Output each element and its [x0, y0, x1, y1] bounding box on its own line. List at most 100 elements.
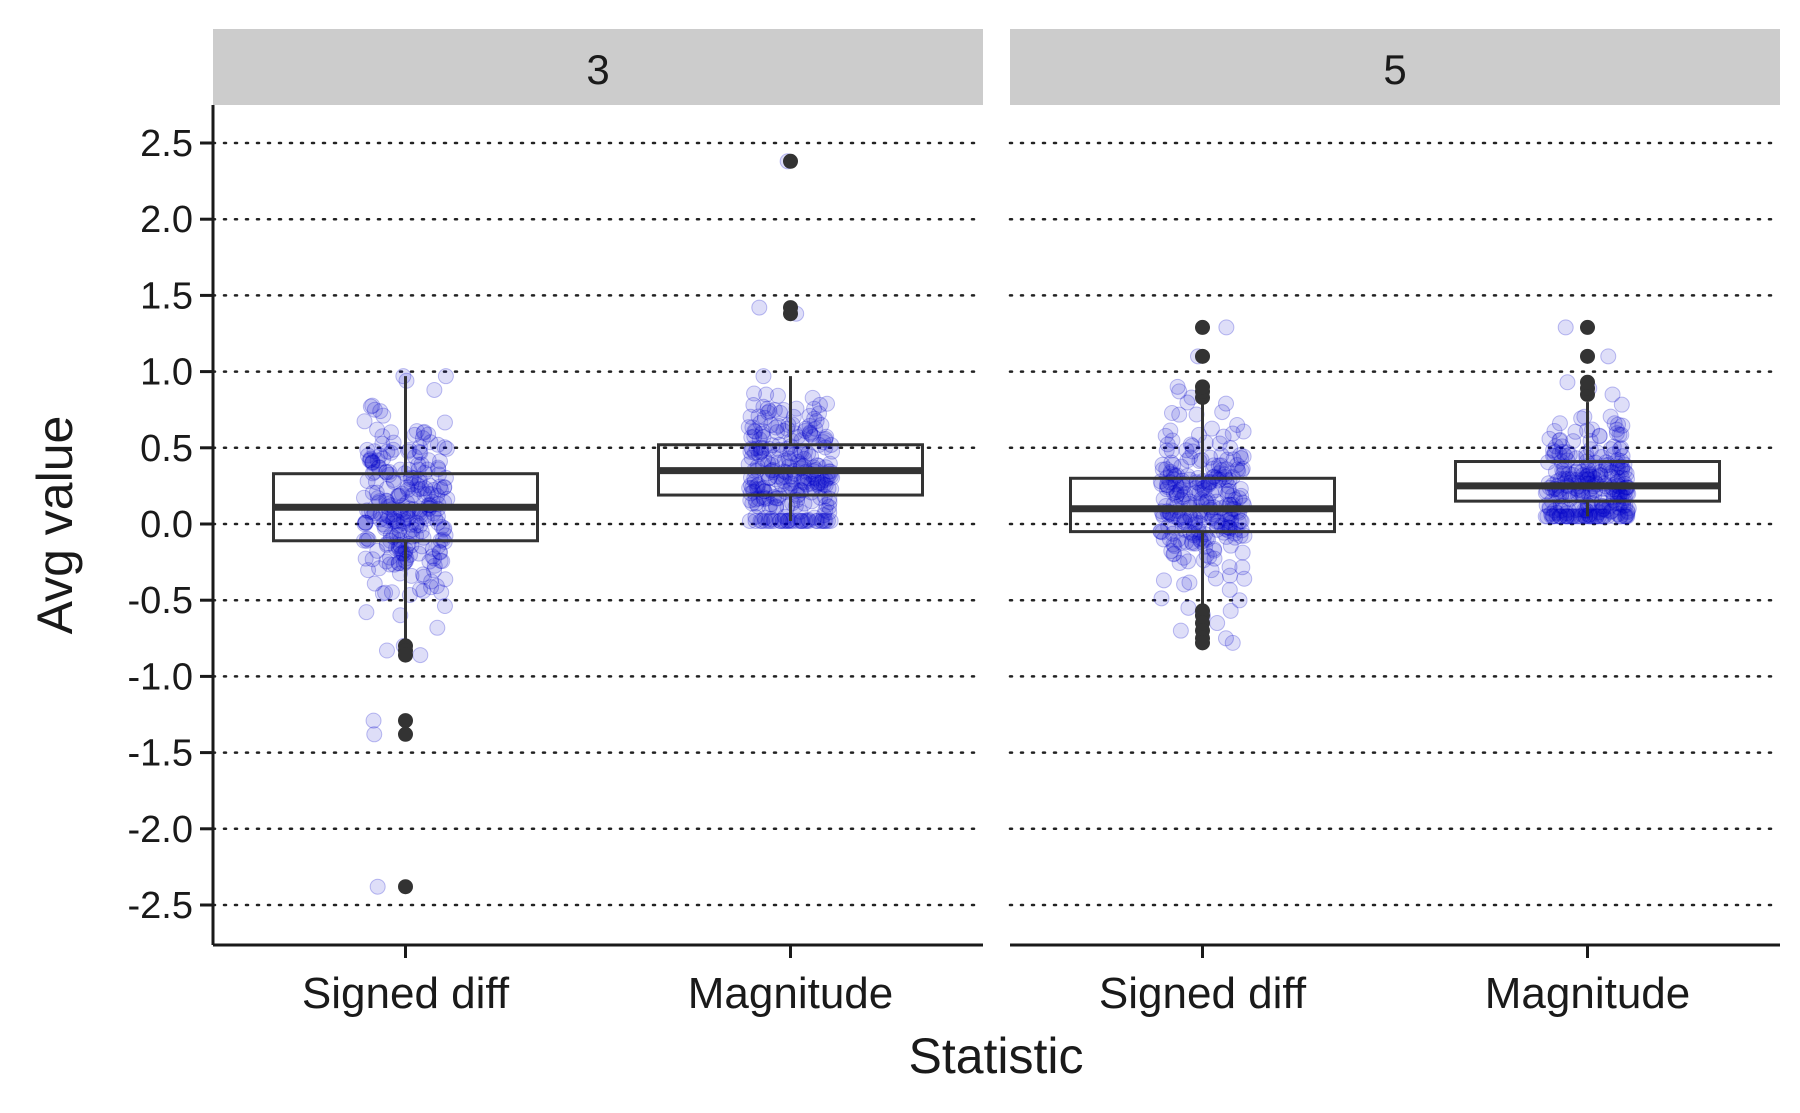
jitter-point	[421, 477, 438, 494]
jitter-point	[383, 584, 400, 601]
jitter-point	[768, 419, 785, 436]
jitter-point	[359, 473, 376, 490]
jitter-point	[754, 512, 771, 529]
jitter-point	[1591, 428, 1608, 445]
jitter-point	[1558, 508, 1575, 525]
jitter-point	[430, 514, 447, 531]
jitter-point	[1164, 432, 1181, 449]
jitter-point	[1599, 508, 1616, 525]
jitter-point	[815, 507, 832, 524]
jitter-point	[773, 476, 790, 493]
jitter-point	[1546, 502, 1563, 519]
jitter-point	[362, 450, 379, 467]
jitter-point	[772, 512, 789, 529]
jitter-point	[1158, 461, 1175, 478]
jitter-point	[818, 497, 835, 514]
jitter-point	[374, 428, 391, 445]
box-magnitude	[657, 153, 924, 529]
jitter-point	[1559, 508, 1576, 525]
jitter-point	[794, 512, 811, 529]
jitter-point	[797, 422, 814, 439]
jitter-point	[1177, 512, 1194, 529]
jitter-point	[1221, 581, 1238, 598]
jitter-point	[806, 410, 823, 427]
jitter-point	[364, 551, 381, 568]
jitter-point	[366, 575, 383, 592]
jitter-point	[1611, 441, 1628, 458]
jitter-point	[1606, 508, 1623, 525]
jitter-point	[429, 487, 446, 504]
jitter-point	[745, 396, 762, 413]
jitter-point	[420, 452, 437, 469]
jitter-point	[765, 489, 782, 506]
jitter-point	[779, 420, 796, 437]
jitter-point	[756, 409, 773, 426]
jitter-point	[1155, 572, 1172, 589]
jitter-point	[425, 481, 442, 498]
jitter-point	[426, 557, 443, 574]
outlier-point	[398, 647, 413, 663]
jitter-point	[1217, 630, 1234, 647]
jitter-point	[1546, 444, 1563, 461]
jitter-point	[375, 516, 392, 533]
jitter-point	[1169, 486, 1186, 503]
jitter-point	[362, 398, 379, 415]
y-axis-title: Avg value	[27, 416, 83, 635]
jitter-point	[1176, 514, 1193, 531]
jitter-point	[1231, 592, 1248, 609]
jitter-point	[1552, 432, 1569, 449]
jitter-point	[1613, 396, 1630, 413]
jitter-point	[415, 424, 432, 441]
jitter-point	[1187, 514, 1204, 531]
jitter-point	[1539, 508, 1556, 525]
jitter-point	[1545, 442, 1562, 459]
x-tick-label: Magnitude	[1485, 969, 1690, 1018]
jitter-point	[1570, 508, 1587, 525]
outlier-point	[398, 726, 413, 742]
jitter-point	[382, 444, 399, 461]
jitter-point	[1606, 415, 1623, 432]
jitter-point	[1581, 466, 1598, 483]
jitter-point	[809, 474, 826, 491]
jitter-point	[381, 549, 398, 566]
jitter-point	[1555, 465, 1572, 482]
jitter-point	[1203, 562, 1220, 579]
outlier-point	[1195, 635, 1210, 651]
jitter-point	[375, 450, 392, 467]
jitter-point	[362, 452, 379, 469]
jitter-point	[418, 510, 435, 527]
jitter-point	[423, 573, 440, 590]
jitter-point	[405, 521, 422, 538]
jitter-point	[743, 440, 760, 457]
jitter-point	[1184, 535, 1201, 552]
jitter-point	[1171, 406, 1188, 423]
jitter-point	[780, 450, 797, 467]
jitter-point	[364, 484, 381, 501]
jitter-point	[1186, 485, 1203, 502]
jitter-point	[378, 553, 395, 570]
jitter-point	[1595, 498, 1612, 515]
outlier-point	[783, 153, 798, 169]
jitter-point	[1212, 457, 1229, 474]
jitter-point	[1176, 576, 1193, 593]
jitter-point	[763, 510, 780, 527]
panels-layer: 3 Signed diff Magnitude 5 Signed diff Magnitu…	[211, 29, 1782, 1018]
jitter-point	[386, 556, 403, 573]
jitter-point	[749, 498, 766, 515]
jitter-point	[750, 477, 767, 494]
jitter-point	[1554, 438, 1571, 455]
jitter-point	[760, 512, 777, 529]
jitter-point	[1591, 504, 1608, 521]
jitter-point	[364, 453, 381, 470]
jitter-point	[410, 545, 427, 562]
jitter-point	[1611, 426, 1628, 443]
jitter-point	[1176, 486, 1193, 503]
jitter-point	[429, 436, 446, 453]
jitter-point	[437, 368, 454, 385]
y-tick-label: -1.5	[128, 733, 193, 775]
jitter-point	[408, 514, 425, 531]
jitter-point	[1232, 512, 1249, 529]
jitter-point	[366, 726, 383, 743]
jitter-point	[1206, 542, 1223, 559]
jitter-point	[1219, 512, 1236, 529]
